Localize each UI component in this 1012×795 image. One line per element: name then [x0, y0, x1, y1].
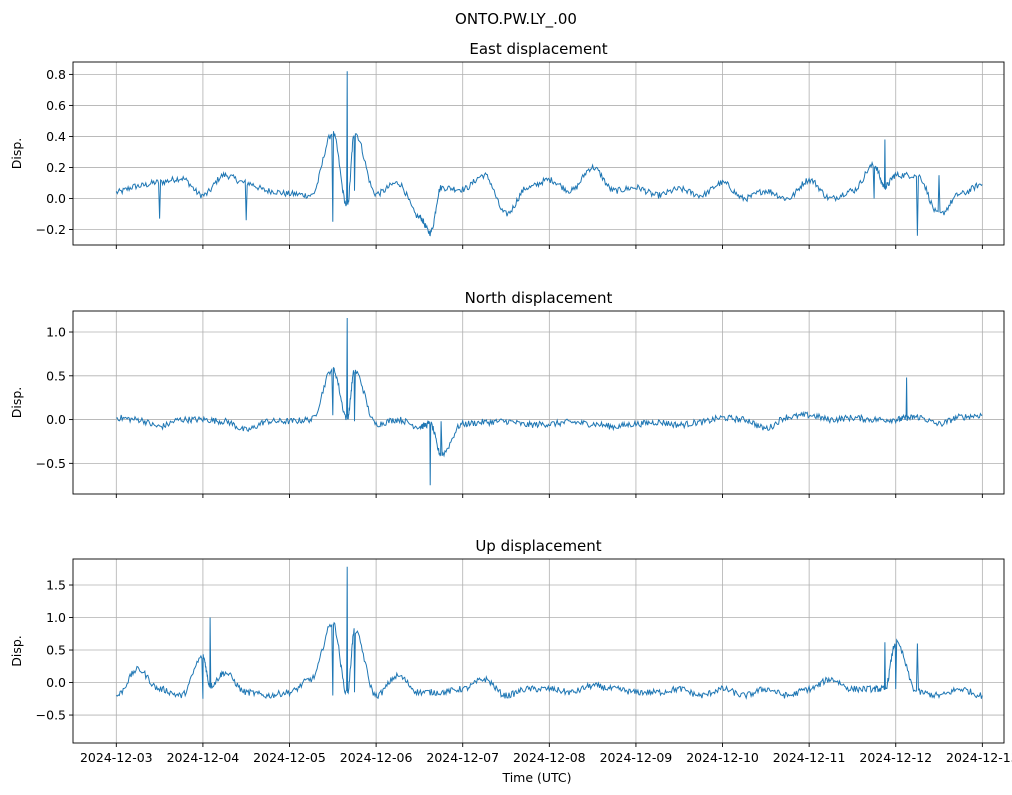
y-tick-label: 1.5 [46, 578, 66, 593]
series-line-north [116, 317, 983, 486]
figure-title: ONTO.PW.LY_.00 [455, 10, 577, 29]
y-tick-label: −0.2 [36, 222, 66, 237]
y-tick-label: 0.4 [46, 129, 66, 144]
y-tick-label: 0.0 [46, 191, 66, 206]
x-tick-label: 2024-12-12 [859, 750, 932, 765]
subplot-east: −0.2 0.0 0.2 0.4 0.6 0.8 East displacement Disp… [9, 40, 1005, 249]
subplot-up: −0.5 0.0 0.5 1.0 1.5 2024-12-03 2024-12-04 2024… [9, 537, 1012, 765]
y-tick-label: −0.5 [36, 456, 66, 471]
x-tick-label: 2024-12-13 [946, 750, 1012, 765]
subplot-title: Up displacement [475, 537, 601, 555]
y-tick-label: 0.0 [46, 412, 66, 427]
x-tick-label: 2024-12-03 [80, 750, 153, 765]
y-tick-label: 0.5 [46, 643, 66, 658]
axes-frame [72, 61, 1005, 246]
x-tick-label: 2024-12-05 [253, 750, 326, 765]
x-tick-label: 2024-12-09 [600, 750, 673, 765]
subplots: −0.2 0.0 0.2 0.4 0.6 0.8 East displacement Disp… [9, 40, 1012, 765]
axes-frame [72, 558, 1005, 744]
subplot-north: −0.5 0.0 0.5 1.0 North displacement Disp. [9, 289, 1005, 498]
series-line-up [116, 566, 983, 700]
x-tick-label: 2024-12-04 [167, 750, 240, 765]
axes-frame [72, 310, 1005, 495]
y-tick-label: 0.6 [46, 98, 66, 113]
subplot-title: East displacement [469, 40, 607, 58]
x-tick-label: 2024-12-11 [773, 750, 846, 765]
y-tick-label: 0.8 [46, 67, 66, 82]
y-tick-label: 1.0 [46, 325, 66, 340]
series-line-east [115, 71, 983, 237]
y-axis-label: Disp. [9, 635, 24, 667]
y-tick-label: −0.5 [36, 708, 66, 723]
y-tick-label: 0.2 [46, 160, 66, 175]
subplot-title: North displacement [465, 289, 613, 307]
x-tick-label: 2024-12-06 [340, 750, 413, 765]
x-axis-label: Time (UTC) [501, 770, 571, 785]
x-tick-label: 2024-12-07 [426, 750, 499, 765]
y-tick-label: 0.5 [46, 368, 66, 383]
y-tick-label: 0.0 [46, 675, 66, 690]
x-tick-label: 2024-12-08 [513, 750, 586, 765]
x-tick-label: 2024-12-10 [686, 750, 759, 765]
y-axis-label: Disp. [9, 387, 24, 419]
y-tick-label: 1.0 [46, 610, 66, 625]
y-axis-label: Disp. [9, 138, 24, 170]
